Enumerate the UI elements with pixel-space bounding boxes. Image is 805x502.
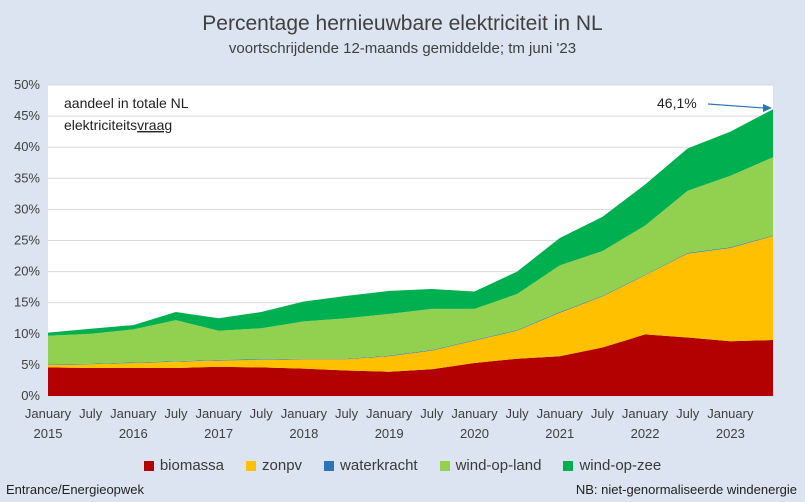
end-value-arrow: [707, 103, 765, 109]
source-note: Entrance/Energieopwek: [6, 482, 145, 497]
x-tick-month: July: [164, 406, 188, 421]
legend-swatch: [246, 460, 257, 471]
legend-swatch: [563, 460, 574, 471]
legend-item-wind-op-zee: wind-op-zee: [563, 457, 661, 474]
chart-subtitle: voortschrijdende 12-maands gemiddelde; t…: [228, 40, 577, 57]
x-tick-month: July: [420, 406, 444, 421]
x-tick-month: January: [451, 406, 498, 421]
legend-item-wind-op-land: wind-op-land: [439, 457, 542, 474]
annotation-line-1: aandeel in totale NL: [64, 95, 189, 111]
x-tick-month: July: [506, 406, 530, 421]
x-tick-year: 2022: [631, 426, 660, 441]
x-tick-month: January: [707, 406, 754, 421]
stacked-areas: [48, 109, 773, 396]
x-tick-year: 2021: [545, 426, 574, 441]
y-tick-label: 5%: [21, 357, 40, 372]
y-tick-label: 0%: [21, 388, 40, 403]
area-wind-op-land: [48, 157, 773, 365]
x-tick-month: January: [110, 406, 157, 421]
y-tick-label: 35%: [14, 170, 40, 185]
legend-label: waterkracht: [340, 457, 418, 474]
annotations: aandeel in totale NL elektriciteitsvraag…: [64, 95, 772, 133]
y-axis: 0% 5% 10% 15% 20% 25% 30% 35% 40% 45% 50%: [14, 77, 40, 403]
area-zonpv: [48, 236, 773, 372]
x-tick-year: 2020: [460, 426, 489, 441]
x-tick-month: July: [676, 406, 700, 421]
legend-item-waterkracht: waterkracht: [324, 457, 418, 474]
annotation-line-2-plain: elektriciteits: [64, 117, 137, 133]
legend-swatch: [324, 460, 335, 471]
legend-swatch: [439, 460, 450, 471]
x-axis: January 2015 July January 2016 July January 201…: [25, 406, 754, 441]
legend-label: zonpv: [262, 457, 303, 474]
x-tick-year: 2023: [716, 426, 745, 441]
y-tick-label: 15%: [14, 295, 40, 310]
x-tick-month: January: [622, 406, 669, 421]
x-tick-month: January: [366, 406, 413, 421]
x-tick-year: 2018: [289, 426, 318, 441]
y-tick-label: 45%: [14, 108, 40, 123]
x-tick-month: July: [79, 406, 103, 421]
x-tick-year: 2017: [204, 426, 233, 441]
annotation-line-2: elektriciteitsvraag: [64, 117, 172, 133]
x-tick-month: July: [335, 406, 359, 421]
legend-label: wind-op-zee: [579, 457, 662, 474]
y-tick-label: 20%: [14, 264, 40, 279]
end-value-label: 46,1%: [657, 95, 697, 111]
legend-swatch: [143, 460, 154, 471]
x-tick-year: 2019: [375, 426, 404, 441]
x-tick-month: July: [591, 406, 615, 421]
x-tick-month: January: [281, 406, 328, 421]
y-tick-label: 10%: [14, 326, 40, 341]
y-tick-label: 25%: [14, 233, 40, 248]
end-value-arrowhead: [763, 104, 772, 112]
y-tick-label: 50%: [14, 77, 40, 92]
chart-title: Percentage hernieuwbare elektriciteit in…: [202, 12, 603, 35]
x-tick-month: January: [25, 406, 72, 421]
y-tick-label: 30%: [14, 201, 40, 216]
legend-item-zonpv: zonpv: [246, 457, 302, 474]
x-tick-year: 2016: [119, 426, 148, 441]
legend-item-biomassa: biomassa: [143, 457, 225, 474]
x-tick-month: January: [537, 406, 584, 421]
area-biomassa: [48, 334, 773, 396]
normalization-note: NB: niet-genormaliseerde windenergie: [575, 482, 797, 497]
legend-label: wind-op-land: [455, 457, 542, 474]
legend-label: biomassa: [159, 457, 225, 474]
y-tick-label: 40%: [14, 139, 40, 154]
annotation-line-2-underlined: vraag: [137, 117, 172, 133]
x-tick-month: July: [250, 406, 274, 421]
x-tick-year: 2015: [34, 426, 63, 441]
area-wind-op-zee: [48, 109, 773, 336]
x-tick-month: January: [195, 406, 242, 421]
legend: biomassa zonpv waterkracht wind-op-land wind…: [0, 457, 805, 474]
